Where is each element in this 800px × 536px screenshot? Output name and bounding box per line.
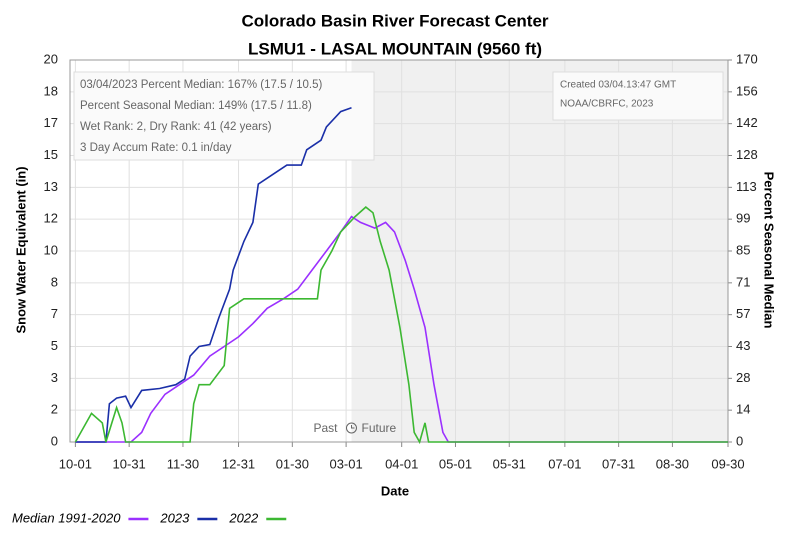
y2-tick-label: 85: [736, 242, 750, 257]
past-label: Past: [313, 421, 338, 435]
info-text: 3 Day Accum Rate: 0.1 in/day: [80, 142, 232, 154]
x-tick-label: 01-30: [276, 456, 309, 471]
y2-axis-title: Percent Seasonal Median: [762, 172, 777, 329]
y2-tick-label: 28: [736, 370, 750, 385]
clock-icon: [345, 422, 357, 434]
y-tick-label: 18: [44, 83, 58, 98]
y2-tick-label: 142: [736, 115, 758, 130]
y2-tick-label: 0: [736, 433, 743, 448]
info-text: 03/04/2023 Percent Median: 167% (17.5 / …: [80, 79, 322, 91]
y-tick-label: 2: [51, 402, 58, 417]
credit-text: Created 03/04.13:47 GMT: [560, 80, 676, 91]
x-tick-label: 04-01: [385, 456, 418, 471]
x-tick-label: 10-01: [59, 456, 92, 471]
credit-text: NOAA/CBRFC, 2023: [560, 99, 654, 110]
x-tick-label: 05-01: [439, 456, 472, 471]
y-tick-label: 7: [51, 306, 58, 321]
x-tick-label: 12-31: [222, 456, 255, 471]
y2-tick-label: 14: [736, 402, 750, 417]
credit-box: [552, 71, 724, 121]
y-tick-label: 8: [51, 274, 58, 289]
y2-tick-label: 57: [736, 306, 750, 321]
y-tick-label: 20: [44, 51, 58, 66]
y2-tick-label: 113: [736, 179, 757, 194]
series-line: [75, 215, 728, 443]
x-tick-label: 07-01: [548, 456, 581, 471]
clock-hands: [350, 425, 355, 429]
legend-label: 2022: [228, 510, 259, 525]
info-box: [73, 71, 375, 161]
legend-label: Median 1991-2020: [12, 510, 121, 525]
x-tick-label: 11-30: [167, 456, 199, 471]
y-tick-label: 17: [44, 115, 58, 130]
x-tick-label: 03-01: [329, 456, 362, 471]
x-tick-label: 10-31: [113, 456, 146, 471]
y-tick-label: 3: [51, 370, 58, 385]
y-tick-label: 13: [44, 179, 58, 194]
chart-subtitle: LSMU1 - LASAL MOUNTAIN (9560 ft): [248, 39, 542, 58]
y2-tick-label: 43: [736, 338, 750, 353]
info-text: Percent Seasonal Median: 149% (17.5 / 11…: [80, 100, 312, 112]
x-tick-label: 08-30: [656, 456, 689, 471]
y-axis-title: Snow Water Equivalent (in): [13, 166, 28, 333]
x-tick-label: 07-31: [602, 456, 635, 471]
y-tick-label: 5: [51, 338, 58, 353]
chart-title: Colorado Basin River Forecast Center: [241, 11, 548, 30]
series-line: [75, 107, 352, 443]
y-tick-label: 10: [44, 242, 58, 257]
y2-tick-label: 71: [736, 274, 750, 289]
x-tick-label: 09-30: [711, 456, 744, 471]
y2-tick-label: 156: [736, 83, 758, 98]
legend-label: 2023: [159, 510, 190, 525]
x-axis-title: Date: [381, 483, 409, 498]
y2-tick-label: 170: [736, 51, 758, 66]
y-tick-label: 0: [51, 433, 58, 448]
x-tick-label: 05-31: [493, 456, 526, 471]
y-tick-label: 15: [44, 147, 58, 162]
y2-tick-label: 128: [736, 147, 758, 162]
y-tick-label: 12: [44, 211, 58, 226]
y2-tick-label: 99: [736, 211, 750, 226]
plot-frame: [69, 59, 729, 443]
info-text: Wet Rank: 2, Dry Rank: 41 (42 years): [80, 121, 272, 133]
future-label: Future: [361, 421, 396, 435]
series-line: [74, 206, 728, 445]
